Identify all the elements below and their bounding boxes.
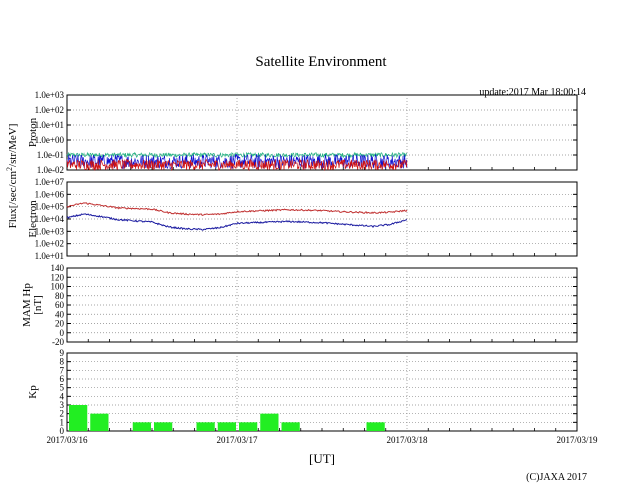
kp-bar-1 bbox=[90, 413, 109, 431]
electron-ytick-label: 1.0e+01 bbox=[35, 251, 64, 261]
kp-ytick-label: 2 bbox=[60, 409, 65, 419]
kp-bar-8 bbox=[281, 422, 300, 431]
kp-ytick-label: 3 bbox=[60, 400, 65, 410]
series-electron-blue bbox=[66, 213, 408, 231]
kp-bar-5 bbox=[217, 422, 236, 431]
proton-ytick-label: 1.0e-02 bbox=[37, 165, 64, 175]
kp-bar-7 bbox=[260, 413, 279, 431]
mam-ytick-label: 60 bbox=[55, 300, 65, 310]
mam-ylabel-0: MAM Hp bbox=[21, 283, 33, 327]
date-label-2: 2017/03/18 bbox=[386, 435, 428, 445]
panel-proton: 1.0e-02 1.0e-01 1.0e+00 1.0e+01 1.0e+02 1.0e+… bbox=[27, 90, 578, 175]
kp-frame bbox=[66, 352, 578, 432]
mam-ytick-label: 40 bbox=[55, 309, 65, 319]
kp-ytick-label: 9 bbox=[60, 348, 65, 358]
electron-ytick-label: 1.0e+05 bbox=[35, 202, 65, 212]
series-proton-green bbox=[66, 151, 408, 159]
x-axis-date-labels: 2017/03/16 2017/03/17 2017/03/18 2017/03/19 bbox=[46, 435, 598, 445]
kp-bar-9 bbox=[366, 422, 385, 431]
date-label-0: 2017/03/16 bbox=[46, 435, 88, 445]
series-proton-red bbox=[66, 158, 408, 172]
electron-ytick-label: 1.0e+06 bbox=[35, 189, 65, 199]
flux-axis-label: Flux[/sec/cm2/str/MeV] bbox=[5, 124, 19, 229]
mam-ylabel-1: [nT] bbox=[32, 295, 44, 315]
kp-bar-3 bbox=[154, 422, 173, 431]
mam-ytick-label: 80 bbox=[55, 291, 65, 301]
kp-ytick-label: 5 bbox=[60, 383, 65, 393]
chart-title: Satellite Environment bbox=[255, 54, 387, 70]
electron-ytick-label: 1.0e+02 bbox=[35, 239, 64, 249]
proton-ytick-label: 1.0e+02 bbox=[35, 105, 64, 115]
electron-ytick-label: 1.0e+03 bbox=[35, 226, 65, 236]
update-timestamp: update:2017 Mar 18:00:14 bbox=[479, 87, 586, 98]
kp-ytick-label: 4 bbox=[60, 391, 65, 401]
date-label-3: 2017/03/19 bbox=[556, 435, 598, 445]
x-axis-unit: [UT] bbox=[309, 451, 335, 466]
date-label-1: 2017/03/17 bbox=[216, 435, 258, 445]
panel-electron: 1.0e+01 1.0e+02 1.0e+03 1.0e+04 1.0e+05 1.0e+… bbox=[27, 177, 578, 261]
proton-ytick-label: 1.0e+01 bbox=[35, 120, 64, 130]
mam-ytick-label: 100 bbox=[51, 282, 65, 292]
flux-label-superscript: 2 bbox=[5, 167, 14, 171]
mam-ytick-label: 0 bbox=[60, 328, 65, 338]
proton-ytick-label: 1.0e+00 bbox=[35, 135, 65, 145]
copyright-text: (C)JAXA 2017 bbox=[526, 472, 587, 483]
mam-ytick-label: 140 bbox=[51, 263, 65, 273]
kp-bar-4 bbox=[196, 422, 215, 431]
electron-ytick-label: 1.0e+07 bbox=[35, 177, 65, 187]
kp-ytick-label: 6 bbox=[60, 374, 65, 384]
proton-ylabel: Proton bbox=[27, 117, 39, 147]
series-electron-red bbox=[66, 202, 408, 216]
proton-ytick-label: 1.0e-01 bbox=[37, 150, 64, 160]
kp-bar-6 bbox=[239, 422, 258, 431]
mam-ytick-label: -20 bbox=[52, 337, 64, 347]
electron-ylabel: Electron bbox=[27, 200, 39, 238]
mam-ytick-label: 20 bbox=[55, 319, 65, 329]
proton-ytick-label: 1.0e+03 bbox=[35, 90, 65, 100]
electron-ytick-label: 1.0e+04 bbox=[35, 214, 65, 224]
kp-ytick-label: 7 bbox=[60, 365, 65, 375]
kp-ylabel: Kp bbox=[27, 385, 39, 399]
kp-ytick-label: 0 bbox=[60, 426, 65, 436]
flux-label-part-2: /str/MeV] bbox=[7, 124, 19, 167]
kp-bar-2 bbox=[132, 422, 151, 431]
kp-bar-0 bbox=[69, 405, 88, 431]
kp-ytick-label: 1 bbox=[60, 417, 65, 427]
mam-ytick-label: 120 bbox=[51, 272, 65, 282]
flux-label-part-1: Flux[/sec/cm bbox=[7, 171, 19, 229]
kp-ytick-label: 8 bbox=[60, 357, 65, 367]
